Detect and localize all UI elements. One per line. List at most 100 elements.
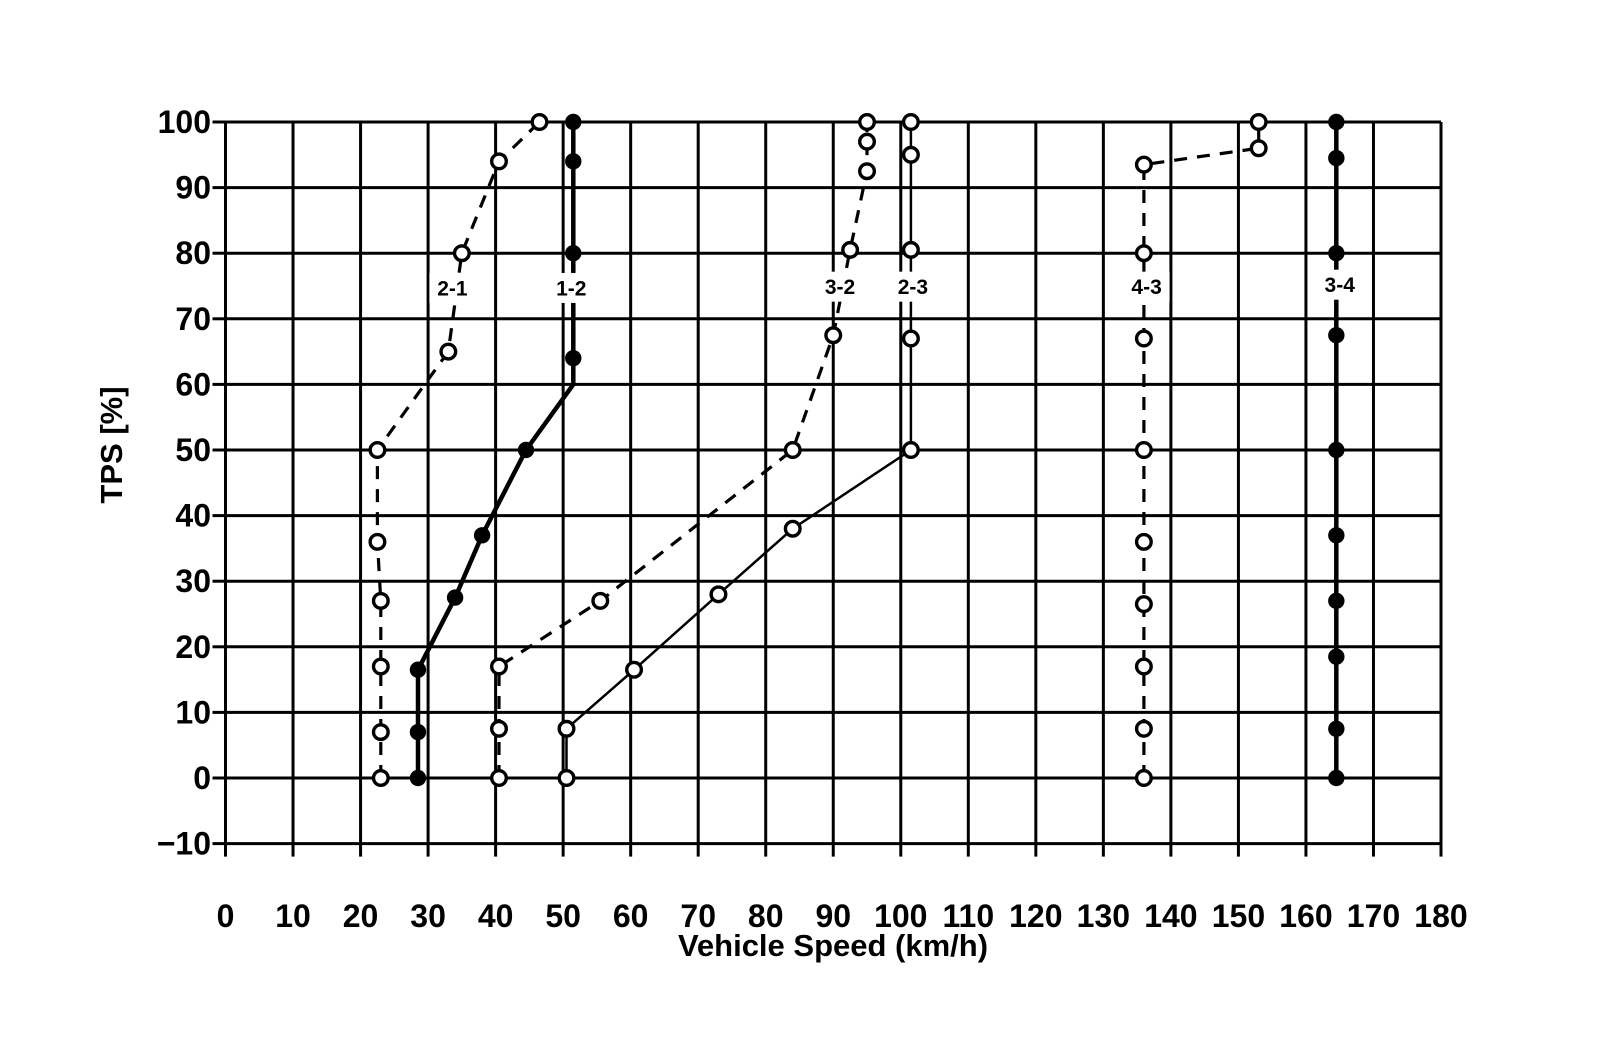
marker-filled-3-4 <box>1328 527 1345 544</box>
curve-label-mask-2-1 <box>429 272 476 303</box>
marker-filled-3-4 <box>1328 592 1345 610</box>
curve-label-mask-3-2 <box>817 271 864 302</box>
marker-open-3-2 <box>858 112 877 131</box>
grid <box>224 120 1443 846</box>
y-tick-label: 60 <box>175 366 211 402</box>
marker-filled-3-4 <box>1328 149 1345 167</box>
marker-filled-1-2 <box>565 153 582 170</box>
curve-label-3-4: 3-4 <box>1325 274 1356 297</box>
marker-filled-1-2 <box>565 349 582 367</box>
x-tick-label: 70 <box>680 898 716 934</box>
marker-open-2-1 <box>530 112 549 131</box>
marker-open-2-3 <box>901 329 920 348</box>
marker-filled-1-2 <box>517 441 535 459</box>
marker-open-2-3 <box>901 112 920 131</box>
marker-open-3-2 <box>858 132 877 151</box>
curve-label-mask-1-2 <box>548 272 595 303</box>
x-tick-label: 120 <box>1009 898 1062 934</box>
marker-filled-3-4 <box>1328 648 1345 665</box>
marker-filled-1-2 <box>409 661 427 678</box>
marker-open-4-3 <box>1134 719 1153 738</box>
x-tick-label: 100 <box>874 898 927 934</box>
marker-open-2-1 <box>371 591 390 610</box>
y-tick-label: 0 <box>193 760 211 796</box>
marker-open-4-3 <box>1134 329 1153 348</box>
marker-filled-1-2 <box>565 113 582 131</box>
marker-open-2-1 <box>371 769 390 788</box>
marker-open-3-2 <box>489 719 508 738</box>
marker-filled-1-2 <box>409 769 427 787</box>
marker-open-2-3 <box>783 519 802 538</box>
marker-open-2-1 <box>368 441 387 460</box>
marker-open-2-3 <box>557 719 576 738</box>
curve-labels: 2-1 1-2 3-2 2-3 4-3 3-4 <box>429 269 1363 303</box>
x-axis-title: Vehicle Speed (km/h) <box>678 928 988 963</box>
axis-ticks <box>212 120 1443 857</box>
marker-open-3-2 <box>783 441 802 460</box>
x-tick-label: 150 <box>1212 898 1265 934</box>
marker-open-4-3 <box>1134 244 1153 263</box>
curve-label-4-3: 4-3 <box>1131 276 1161 299</box>
marker-open-4-3 <box>1134 769 1153 788</box>
marker-open-2-1 <box>368 532 387 551</box>
curve-label-2-3: 2-3 <box>898 276 928 299</box>
curve-label-1-2: 1-2 <box>556 277 586 300</box>
marker-open-4-3 <box>1249 139 1268 158</box>
marker-open-4-3 <box>1134 657 1153 676</box>
marker-open-2-1 <box>452 244 471 263</box>
markers <box>368 112 1345 788</box>
marker-open-4-3 <box>1249 112 1268 131</box>
marker-open-4-3 <box>1134 155 1153 174</box>
y-tick-label: 10 <box>175 694 211 730</box>
x-tick-label: 130 <box>1077 898 1130 934</box>
x-tick-label: 140 <box>1144 898 1197 934</box>
y-tick-label: 100 <box>158 104 211 140</box>
curve-label-3-2: 3-2 <box>825 276 855 299</box>
marker-open-2-3 <box>901 240 920 259</box>
tick-labels: 0 10 20 30 40 50 60 70 80 90 100 110 120 130 140 150 160… <box>157 104 1468 934</box>
y-tick-label: 40 <box>175 498 211 534</box>
x-tick-label: 90 <box>815 898 851 934</box>
marker-filled-1-2 <box>446 589 464 606</box>
marker-filled-3-4 <box>1328 441 1345 459</box>
marker-filled-3-4 <box>1328 245 1345 262</box>
marker-open-2-1 <box>489 152 508 171</box>
marker-open-2-3 <box>901 441 920 460</box>
x-tick-label: 40 <box>478 898 514 934</box>
y-axis-title: TPS [%] <box>94 386 129 503</box>
marker-filled-3-4 <box>1328 720 1345 737</box>
x-tick-label: 170 <box>1347 898 1400 934</box>
marker-filled-3-4 <box>1328 113 1345 131</box>
marker-open-2-3 <box>709 585 728 604</box>
marker-open-3-2 <box>489 657 508 676</box>
marker-filled-1-2 <box>473 527 491 544</box>
curve-2-1 <box>375 120 541 778</box>
y-tick-label: 30 <box>175 563 211 599</box>
y-tick-label: 90 <box>175 170 211 206</box>
plot-area: 0 10 20 30 40 50 60 70 80 90 100 110 120 130 140 150 160… <box>157 104 1468 934</box>
marker-open-3-2 <box>824 326 843 345</box>
marker-open-2-3 <box>901 145 920 164</box>
marker-filled-3-4 <box>1328 327 1345 344</box>
marker-open-3-2 <box>591 591 610 610</box>
x-tick-label: 30 <box>410 898 446 934</box>
curve-label-mask-2-3 <box>889 271 936 302</box>
marker-filled-3-4 <box>1328 769 1345 787</box>
curve-label-mask-3-4 <box>1316 269 1363 300</box>
marker-open-2-1 <box>439 342 458 361</box>
curve-label-mask-4-3 <box>1123 271 1170 302</box>
x-tick-label: 0 <box>217 898 235 934</box>
x-tick-label: 160 <box>1279 898 1332 934</box>
curve-2-3 <box>565 122 913 778</box>
y-tick-label: 50 <box>175 432 211 468</box>
marker-open-2-3 <box>625 660 644 679</box>
y-tick-label: 20 <box>175 629 211 665</box>
curve-label-2-1: 2-1 <box>437 277 468 300</box>
y-tick-label: −10 <box>157 826 211 862</box>
curve-3-2 <box>497 122 869 778</box>
y-tick-label: 70 <box>175 301 211 337</box>
marker-open-4-3 <box>1134 532 1153 551</box>
marker-open-2-1 <box>371 657 390 676</box>
